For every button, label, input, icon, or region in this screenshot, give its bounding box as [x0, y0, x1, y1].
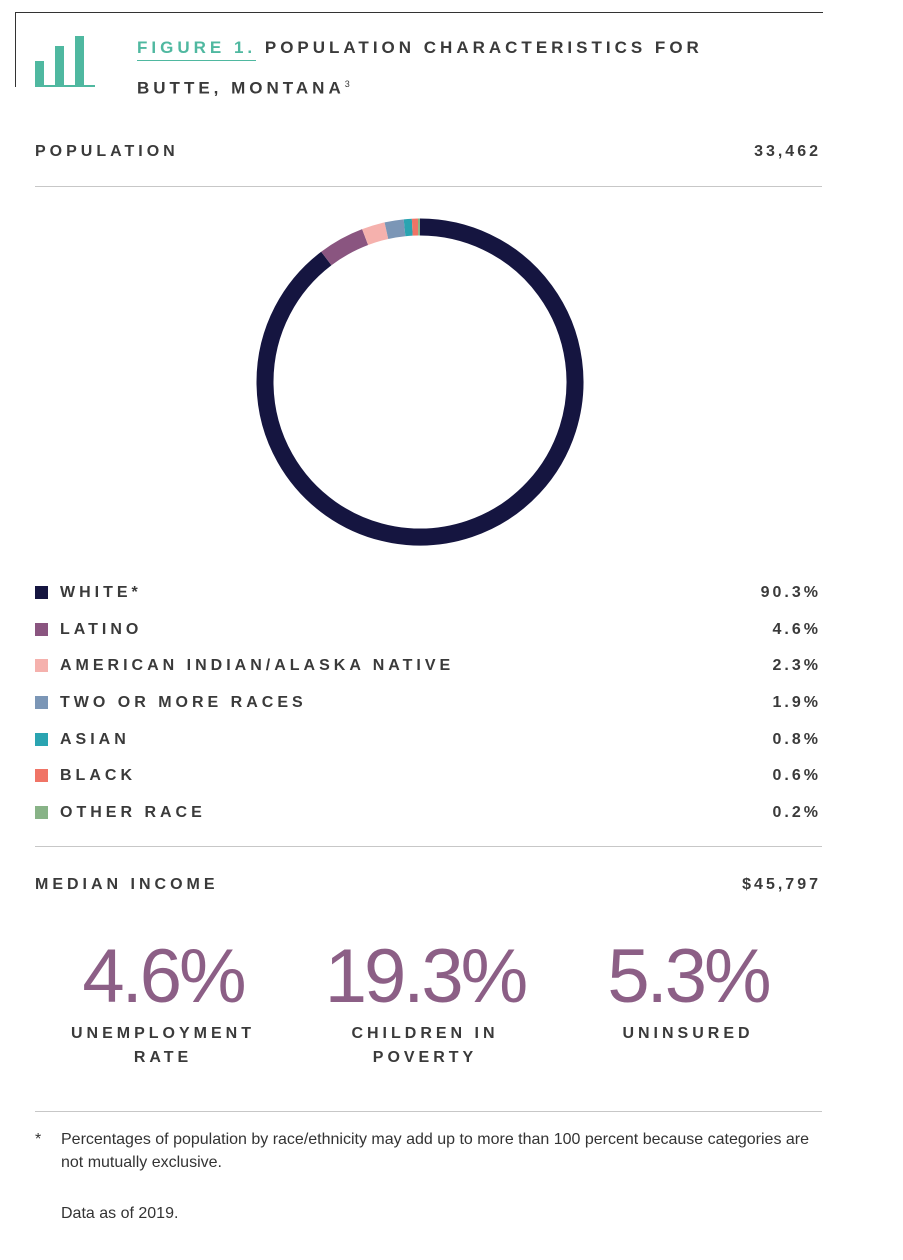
divider — [35, 846, 822, 847]
legend-item: ASIAN 0.8% — [35, 729, 821, 751]
legend-swatch — [35, 623, 48, 636]
legend-item: WHITE* 90.3% — [35, 582, 821, 604]
donut-slice-asian — [403, 218, 413, 237]
median-income-label: MEDIAN INCOME — [35, 876, 219, 893]
stat-label-line1: CHILDREN IN — [351, 1025, 499, 1042]
donut-slice-two-or-more-races — [384, 219, 406, 240]
legend-value: 4.6% — [772, 621, 821, 638]
footnote-reference: 3 — [344, 79, 351, 89]
legend-value: 0.2% — [772, 804, 821, 821]
divider — [35, 186, 822, 187]
legend-label: AMERICAN INDIAN/ALASKA NATIVE — [60, 657, 455, 674]
legend-swatch — [35, 769, 48, 782]
population-value: 33,462 — [754, 143, 821, 160]
legend-swatch — [35, 659, 48, 672]
stat-label-line2: POVERTY — [372, 1049, 478, 1066]
legend-label: ASIAN — [60, 731, 130, 748]
stat-label-line1: UNEMPLOYMENT — [71, 1025, 255, 1042]
stat-label-line1: UNINSURED — [622, 1025, 754, 1042]
legend-item: BLACK 0.6% — [35, 765, 821, 787]
legend-item: TWO OR MORE RACES 1.9% — [35, 692, 821, 714]
legend-swatch — [35, 733, 48, 746]
donut-slice-latino — [321, 229, 369, 266]
bar-chart-icon — [35, 36, 95, 87]
figure-title-line2: BUTTE, MONTANA — [137, 78, 345, 98]
legend-value: 0.8% — [772, 731, 821, 748]
figure-label: FIGURE 1. — [137, 38, 257, 61]
legend-value: 0.6% — [772, 767, 821, 784]
population-label: POPULATION — [35, 143, 179, 160]
legend-swatch — [35, 586, 48, 599]
donut-slice-american-indian-alaska-native — [362, 222, 389, 246]
legend-item: OTHER RACE 0.2% — [35, 802, 821, 824]
stat-value: 4.6% — [82, 934, 246, 1019]
legend-label: OTHER RACE — [60, 804, 206, 821]
donut-slice-white — [256, 218, 584, 546]
divider — [35, 1111, 822, 1112]
stat-label-line2: RATE — [133, 1049, 193, 1066]
figure-title-line1: POPULATION CHARACTERISTICS FOR — [264, 38, 703, 57]
figure-frame — [15, 12, 823, 87]
median-income-value: $45,797 — [742, 876, 821, 893]
legend-swatch — [35, 806, 48, 819]
legend-item: LATINO 4.6% — [35, 619, 821, 641]
data-as-of-note: Data as of 2019. — [61, 1205, 179, 1222]
legend-value: 2.3% — [772, 657, 821, 674]
stat-unemployment: 4.6% UNEMPLOYMENT RATE — [38, 932, 288, 1070]
stat-value: 5.3% — [607, 934, 771, 1019]
stat-uninsured: 5.3% UNINSURED — [563, 932, 813, 1046]
footnote-text: Percentages of population by race/ethnic… — [61, 1131, 810, 1171]
legend-item: AMERICAN INDIAN/ALASKA NATIVE 2.3% — [35, 655, 821, 677]
footnote-marker: * — [35, 1131, 42, 1148]
legend-swatch — [35, 696, 48, 709]
stat-children-poverty: 19.3% CHILDREN IN POVERTY — [300, 932, 550, 1070]
legend-label: WHITE* — [60, 584, 142, 601]
legend-label: BLACK — [60, 767, 136, 784]
legend-label: LATINO — [60, 621, 143, 638]
legend-value: 1.9% — [772, 694, 821, 711]
donut-chart — [256, 218, 584, 546]
legend-value: 90.3% — [760, 584, 821, 601]
stat-value: 19.3% — [324, 934, 529, 1019]
legend-label: TWO OR MORE RACES — [60, 694, 307, 711]
figure-title: FIGURE 1. POPULATION CHARACTERISTICS FOR… — [137, 29, 817, 107]
